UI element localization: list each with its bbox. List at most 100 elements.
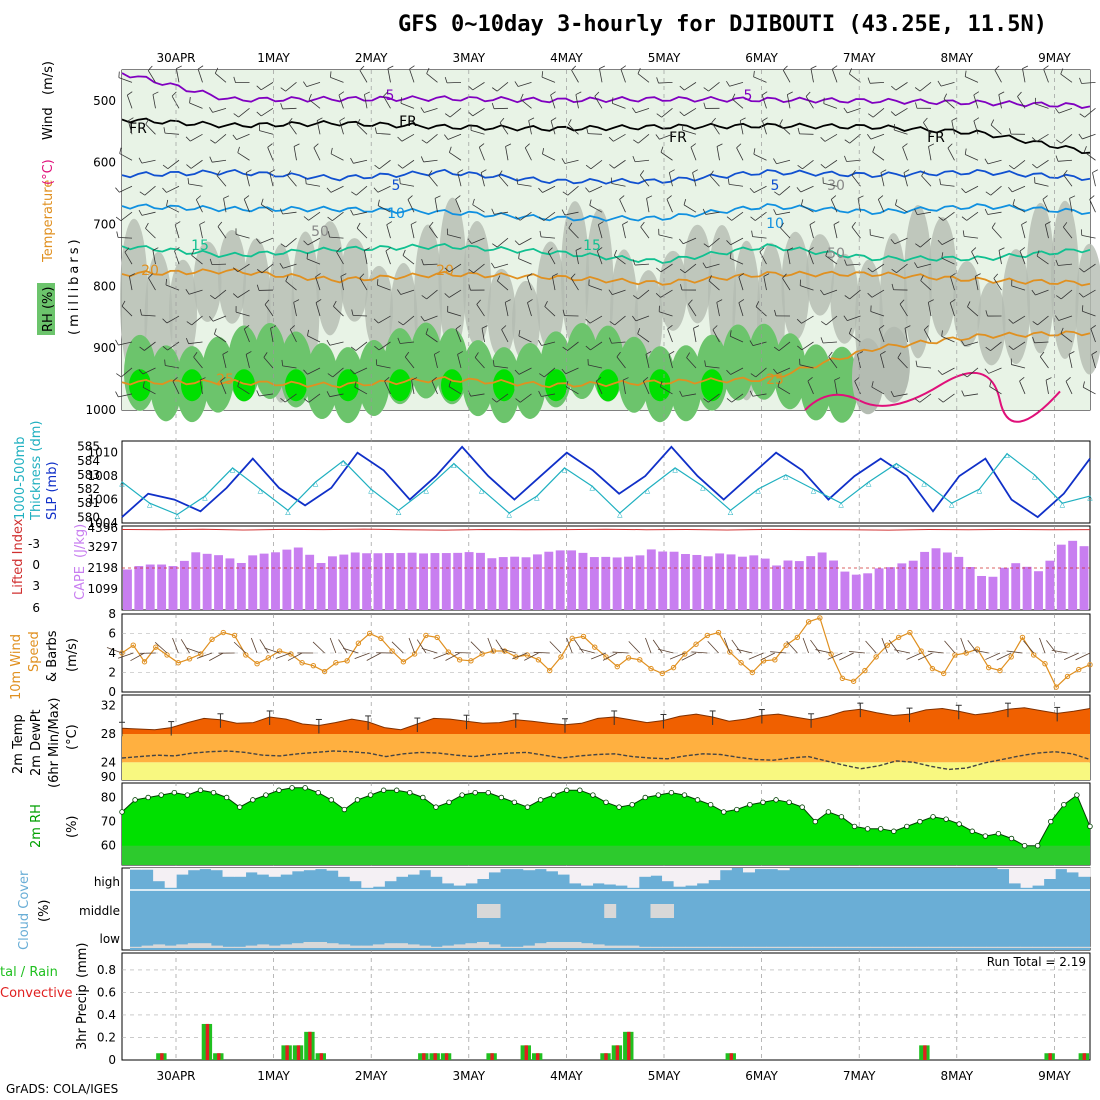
xtick-top: 9MAY bbox=[1038, 51, 1071, 65]
wind-barb bbox=[457, 169, 464, 173]
wind-barb bbox=[402, 249, 406, 256]
wind-barb bbox=[397, 164, 403, 169]
wind-barb bbox=[562, 309, 565, 316]
wind-barb bbox=[668, 172, 673, 187]
cloud-low-cell bbox=[766, 946, 779, 948]
wind-barb bbox=[844, 155, 847, 162]
wind-barb bbox=[326, 391, 331, 397]
wind-barb bbox=[306, 81, 321, 88]
wind-barb bbox=[568, 222, 573, 229]
wind-barb bbox=[376, 279, 379, 286]
ylabel-wind10: 10m Wind bbox=[9, 634, 24, 700]
cape-bar bbox=[908, 560, 918, 610]
wind-barb bbox=[609, 337, 612, 344]
cloud-low-cell bbox=[141, 945, 154, 948]
cloud-high-label: high bbox=[94, 875, 120, 889]
wind-barb bbox=[354, 367, 368, 375]
wind-barb bbox=[515, 398, 521, 403]
wind10-barb bbox=[865, 640, 877, 654]
cloud-high-gap bbox=[326, 868, 339, 871]
precip-conv-bar bbox=[490, 1053, 494, 1060]
wind-barb bbox=[726, 398, 732, 403]
rh2m-point bbox=[982, 833, 989, 839]
rh-green-cell bbox=[826, 346, 858, 423]
thickness-point: △ bbox=[119, 479, 125, 489]
wind-barb bbox=[730, 237, 744, 246]
wind-barb bbox=[330, 153, 344, 161]
wind-barb bbox=[575, 250, 579, 265]
rh2m-point bbox=[498, 794, 505, 801]
wind-barb bbox=[480, 169, 487, 173]
cloud-low-cell bbox=[430, 946, 443, 948]
wind-barb bbox=[491, 208, 495, 215]
cape-bar bbox=[681, 554, 690, 610]
cloud-low-cell bbox=[685, 946, 698, 948]
cape-bar bbox=[1068, 540, 1078, 610]
cape-bar bbox=[305, 554, 315, 610]
wind-barb bbox=[139, 309, 142, 316]
wind-barb bbox=[315, 302, 321, 317]
wind-barb bbox=[384, 381, 391, 395]
wind-barb bbox=[269, 169, 276, 173]
wind-barb bbox=[639, 170, 645, 176]
wind-barb bbox=[987, 159, 1002, 165]
wind-barb bbox=[411, 377, 418, 381]
wind-barb bbox=[712, 329, 720, 343]
rh2m-point bbox=[302, 785, 308, 791]
cloud-low-cell bbox=[453, 944, 466, 948]
wind-barb bbox=[256, 269, 263, 274]
wind-barb bbox=[903, 172, 908, 187]
cloud-low-cell bbox=[176, 944, 189, 948]
thickness-point: △ bbox=[506, 510, 512, 520]
cloud-high-gap bbox=[1055, 868, 1068, 870]
wind-barb bbox=[505, 299, 511, 303]
wind-barb bbox=[872, 108, 885, 118]
wind-barb bbox=[518, 330, 521, 337]
wind-barb bbox=[928, 299, 934, 303]
rh-gray-cell bbox=[1002, 249, 1030, 365]
wind-barb bbox=[739, 120, 744, 135]
wind-barb bbox=[755, 301, 760, 307]
wind-barb bbox=[1031, 289, 1036, 296]
wind-barb bbox=[832, 65, 838, 70]
wind10-barb bbox=[612, 651, 629, 654]
wind-barb bbox=[1060, 289, 1073, 300]
cape-bar bbox=[225, 558, 235, 610]
cloud-high-gap bbox=[615, 868, 628, 886]
wind-barb bbox=[129, 276, 133, 291]
precip-conv-bar bbox=[923, 1045, 927, 1060]
wind-barb bbox=[608, 289, 613, 295]
wind-barb bbox=[1019, 376, 1025, 382]
wind-barb bbox=[1060, 333, 1073, 343]
cape-bar bbox=[396, 553, 406, 610]
wind-barb bbox=[424, 107, 438, 113]
wind-barb bbox=[1058, 315, 1073, 321]
wind-barb bbox=[313, 147, 321, 161]
xtick-top: 8MAY bbox=[940, 51, 973, 65]
wind-barb bbox=[1019, 247, 1026, 252]
wind-barb bbox=[152, 250, 156, 265]
cloud-low-cell bbox=[1078, 946, 1091, 948]
wind10-point bbox=[704, 632, 711, 639]
cloud-low-cell bbox=[488, 944, 501, 948]
wind-barb bbox=[616, 356, 626, 369]
wind-barb bbox=[921, 175, 932, 187]
cape-bar bbox=[327, 556, 337, 610]
wind10-barb bbox=[391, 641, 404, 654]
wind-barb bbox=[186, 321, 192, 326]
contour-label: 25 bbox=[766, 372, 784, 388]
cloud-low-cell bbox=[199, 943, 212, 948]
rh-bright-cell bbox=[337, 369, 359, 402]
wind-barb bbox=[994, 65, 1000, 71]
cape-bar bbox=[806, 556, 816, 610]
wind-barb bbox=[635, 159, 650, 163]
wind-barb bbox=[962, 373, 968, 378]
wind-barb bbox=[471, 237, 485, 244]
wind-barb bbox=[921, 170, 926, 177]
ytick-li: 6 bbox=[32, 601, 40, 615]
wind-barb bbox=[567, 341, 579, 351]
wind-barb bbox=[779, 119, 783, 125]
wind10-barb bbox=[881, 637, 888, 654]
wind10-barb bbox=[645, 637, 652, 654]
wind-barb bbox=[121, 305, 133, 317]
